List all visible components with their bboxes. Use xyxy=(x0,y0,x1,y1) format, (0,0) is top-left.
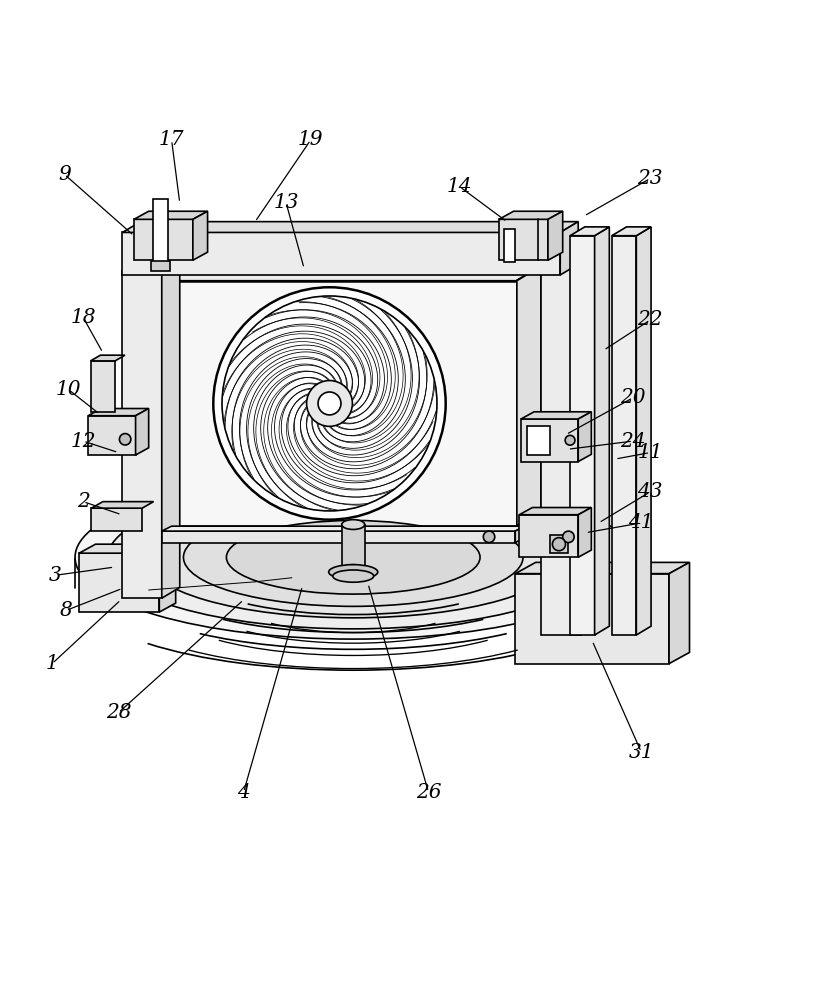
Bar xyxy=(91,508,142,531)
Text: 19: 19 xyxy=(298,130,323,149)
Text: 9: 9 xyxy=(58,165,71,184)
Circle shape xyxy=(565,435,575,445)
Bar xyxy=(550,535,568,553)
Text: 4: 4 xyxy=(237,783,250,802)
Polygon shape xyxy=(91,502,154,508)
Text: 8: 8 xyxy=(60,601,72,620)
Polygon shape xyxy=(88,409,149,416)
Polygon shape xyxy=(612,227,651,236)
Text: 43: 43 xyxy=(637,482,663,501)
Ellipse shape xyxy=(108,486,599,629)
Polygon shape xyxy=(345,531,516,543)
Polygon shape xyxy=(345,526,525,531)
Polygon shape xyxy=(594,227,609,635)
Polygon shape xyxy=(134,211,208,219)
Text: 31: 31 xyxy=(629,743,654,762)
Text: 18: 18 xyxy=(71,308,96,327)
Text: 11: 11 xyxy=(637,443,663,462)
Text: 3: 3 xyxy=(49,566,62,585)
Polygon shape xyxy=(580,252,599,635)
Polygon shape xyxy=(79,544,176,553)
Polygon shape xyxy=(669,562,690,664)
Text: 41: 41 xyxy=(629,513,654,532)
Bar xyxy=(570,236,594,635)
Text: 17: 17 xyxy=(158,130,185,149)
Polygon shape xyxy=(193,211,208,260)
Polygon shape xyxy=(159,544,176,612)
Circle shape xyxy=(562,531,574,543)
Bar xyxy=(90,361,115,412)
Polygon shape xyxy=(560,222,578,275)
Bar xyxy=(134,219,193,260)
Text: 26: 26 xyxy=(415,783,441,802)
Circle shape xyxy=(484,531,495,543)
Ellipse shape xyxy=(183,508,523,606)
Circle shape xyxy=(318,392,341,415)
Polygon shape xyxy=(342,525,365,570)
Polygon shape xyxy=(570,227,609,236)
Text: 2: 2 xyxy=(77,492,89,511)
Ellipse shape xyxy=(227,520,480,594)
Polygon shape xyxy=(122,222,578,232)
Polygon shape xyxy=(499,211,562,219)
Text: 28: 28 xyxy=(106,703,131,722)
Ellipse shape xyxy=(333,570,374,582)
Bar xyxy=(88,416,135,455)
Ellipse shape xyxy=(75,475,631,639)
Polygon shape xyxy=(516,526,525,543)
Bar xyxy=(153,199,167,264)
Bar xyxy=(142,281,517,526)
Text: 24: 24 xyxy=(621,432,646,451)
Circle shape xyxy=(119,434,131,445)
Text: 13: 13 xyxy=(273,193,299,212)
Circle shape xyxy=(213,287,446,520)
Text: 23: 23 xyxy=(637,169,663,188)
Polygon shape xyxy=(122,260,180,271)
Bar xyxy=(499,219,548,260)
Ellipse shape xyxy=(342,520,365,529)
Text: 10: 10 xyxy=(56,380,81,399)
Polygon shape xyxy=(135,409,149,455)
Polygon shape xyxy=(548,211,562,260)
Polygon shape xyxy=(162,260,180,598)
Bar xyxy=(504,229,516,262)
Circle shape xyxy=(553,538,566,551)
Polygon shape xyxy=(578,508,591,557)
Polygon shape xyxy=(162,531,345,543)
Ellipse shape xyxy=(144,497,562,618)
Polygon shape xyxy=(578,412,591,462)
Bar xyxy=(612,236,636,635)
Polygon shape xyxy=(521,412,591,419)
Polygon shape xyxy=(517,266,541,526)
Bar xyxy=(122,232,560,275)
Polygon shape xyxy=(516,562,690,574)
Text: 14: 14 xyxy=(447,177,472,196)
Polygon shape xyxy=(90,355,125,361)
Bar xyxy=(150,261,170,271)
Polygon shape xyxy=(520,508,591,515)
Bar xyxy=(520,515,578,557)
Bar xyxy=(541,263,580,635)
Text: 1: 1 xyxy=(46,654,58,673)
Polygon shape xyxy=(636,227,651,635)
Bar xyxy=(527,426,549,455)
Polygon shape xyxy=(142,266,541,281)
Text: 22: 22 xyxy=(637,310,663,329)
Ellipse shape xyxy=(342,565,365,574)
Polygon shape xyxy=(162,526,355,531)
Bar xyxy=(516,574,669,664)
Bar xyxy=(521,419,578,462)
Text: 12: 12 xyxy=(71,432,96,451)
Ellipse shape xyxy=(328,565,378,579)
Bar xyxy=(79,553,159,612)
Circle shape xyxy=(306,381,352,426)
Text: 20: 20 xyxy=(621,388,646,407)
Bar xyxy=(122,271,162,598)
Polygon shape xyxy=(541,252,599,263)
